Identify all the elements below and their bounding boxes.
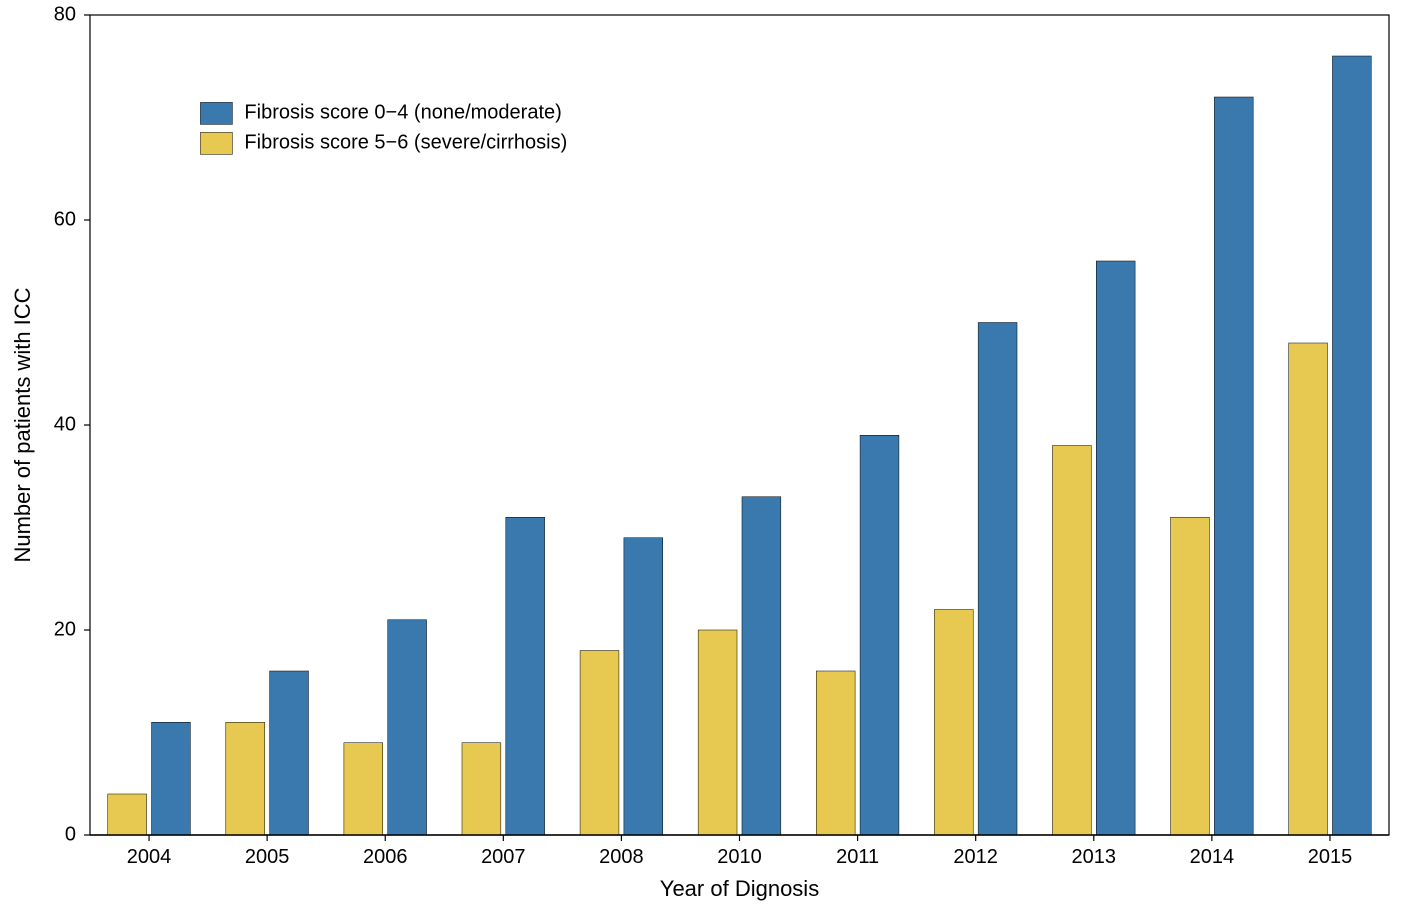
bar-score-5-6 [1052, 446, 1091, 836]
bar-score-0-4 [388, 620, 427, 835]
bar-score-0-4 [506, 517, 545, 835]
x-tick-label: 2006 [363, 846, 408, 868]
bar-score-5-6 [1289, 343, 1328, 835]
legend-label: Fibrosis score 5−6 (severe/cirrhosis) [244, 132, 567, 154]
bar-score-5-6 [462, 743, 501, 835]
bar-score-0-4 [152, 722, 191, 835]
y-tick-label: 20 [54, 618, 76, 640]
y-tick-label: 0 [65, 823, 76, 845]
bar-score-0-4 [624, 538, 663, 835]
x-axis-label: Year of Dignosis [660, 876, 819, 901]
legend-label: Fibrosis score 0−4 (none/moderate) [244, 102, 561, 124]
x-tick-label: 2005 [245, 846, 290, 868]
x-tick-label: 2014 [1190, 846, 1235, 868]
x-tick-label: 2008 [599, 846, 644, 868]
bar-score-0-4 [1214, 97, 1253, 835]
y-tick-label: 60 [54, 208, 76, 230]
x-tick-label: 2013 [1072, 846, 1117, 868]
chart-container: 0 20 40 60 80 2004 2005 2006 2007 2008 2010 2011 201… [0, 0, 1419, 915]
legend-swatch [200, 132, 232, 154]
x-tick-label: 2007 [481, 846, 526, 868]
bar-score-5-6 [816, 671, 855, 835]
bar-score-0-4 [742, 497, 781, 835]
bar-score-0-4 [1096, 261, 1135, 835]
x-tick-label: 2004 [127, 846, 172, 868]
x-tick-label: 2012 [953, 846, 998, 868]
bar-score-5-6 [580, 651, 619, 836]
y-tick-label: 80 [54, 3, 76, 25]
bar-score-5-6 [1171, 517, 1210, 835]
bar-score-0-4 [860, 435, 899, 835]
bar-score-5-6 [344, 743, 383, 835]
bar-score-0-4 [270, 671, 309, 835]
bar-score-5-6 [108, 794, 147, 835]
x-tick-label: 2011 [836, 846, 879, 868]
bar-score-5-6 [698, 630, 737, 835]
y-tick-label: 40 [54, 413, 76, 435]
bar-score-0-4 [1332, 56, 1371, 835]
legend-swatch [200, 102, 232, 124]
x-tick-label: 2010 [717, 846, 762, 868]
bar-score-5-6 [226, 722, 265, 835]
x-tick-label: 2015 [1308, 846, 1353, 868]
y-axis-label: Number of patients with ICC [10, 287, 35, 562]
bar-chart: 0 20 40 60 80 2004 2005 2006 2007 2008 2010 2011 201… [0, 0, 1419, 915]
bar-score-0-4 [978, 323, 1017, 836]
bar-score-5-6 [934, 610, 973, 836]
